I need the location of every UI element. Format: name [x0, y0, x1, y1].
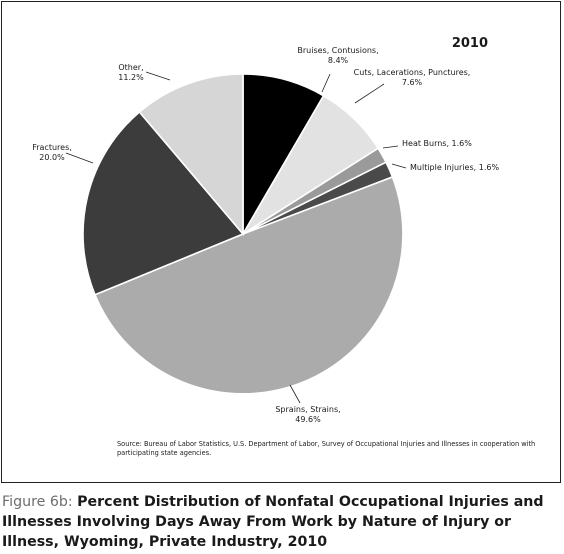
leader-sprains-strains: [289, 384, 301, 404]
label-multiple-injuries-1-6: Multiple Injuries, 1.6%: [410, 163, 499, 172]
label-heat-burns-1-6: Heat Burns, 1.6%: [402, 139, 472, 148]
label-sprains-strains: Sprains, Strains, 49.6%: [275, 405, 340, 424]
leader-multiple-injuries-1-6: [391, 163, 407, 169]
slice-other: [138, 73, 244, 237]
pie-chart: 2010 Bruises, Contusions, 8.4% Cuts, Lacer…: [32, 36, 499, 424]
label-fractures: Fractures, 20.0%: [32, 143, 72, 162]
leader-heat-burns-1-6: [382, 145, 399, 149]
leader-fractures: [65, 152, 94, 164]
slice-labels: Bruises, Contusions, 8.4% Cuts, Laceration…: [32, 46, 499, 424]
label-other: Other, 11.2%: [118, 63, 144, 82]
pie-slices: [82, 73, 404, 395]
slice-sprains-strains: [93, 175, 404, 395]
leader-cuts-lacerations-punctures: [354, 83, 385, 104]
figure-caption: Figure 6b: Percent Distribution of Nonfa…: [2, 492, 562, 552]
caption-prefix: Figure 6b:: [2, 494, 78, 510]
slice-bruises-contusions: [242, 73, 325, 237]
leader-other: [145, 71, 171, 81]
leader-bruises-contusions: [321, 73, 331, 93]
label-cuts-lacerations-punctures: Cuts, Lacerations, Punctures, 7.6%: [354, 68, 471, 87]
leader-lines: [65, 71, 407, 404]
label-bruises-contusions: Bruises, Contusions, 8.4%: [297, 46, 378, 65]
caption-text: Percent Distribution of Nonfatal Occupat…: [2, 494, 544, 550]
source-note: Source: Bureau of Labor Statistics, U.S.…: [117, 440, 536, 457]
slice-fractures: [82, 110, 245, 296]
chart-year-label: 2010: [452, 36, 488, 51]
